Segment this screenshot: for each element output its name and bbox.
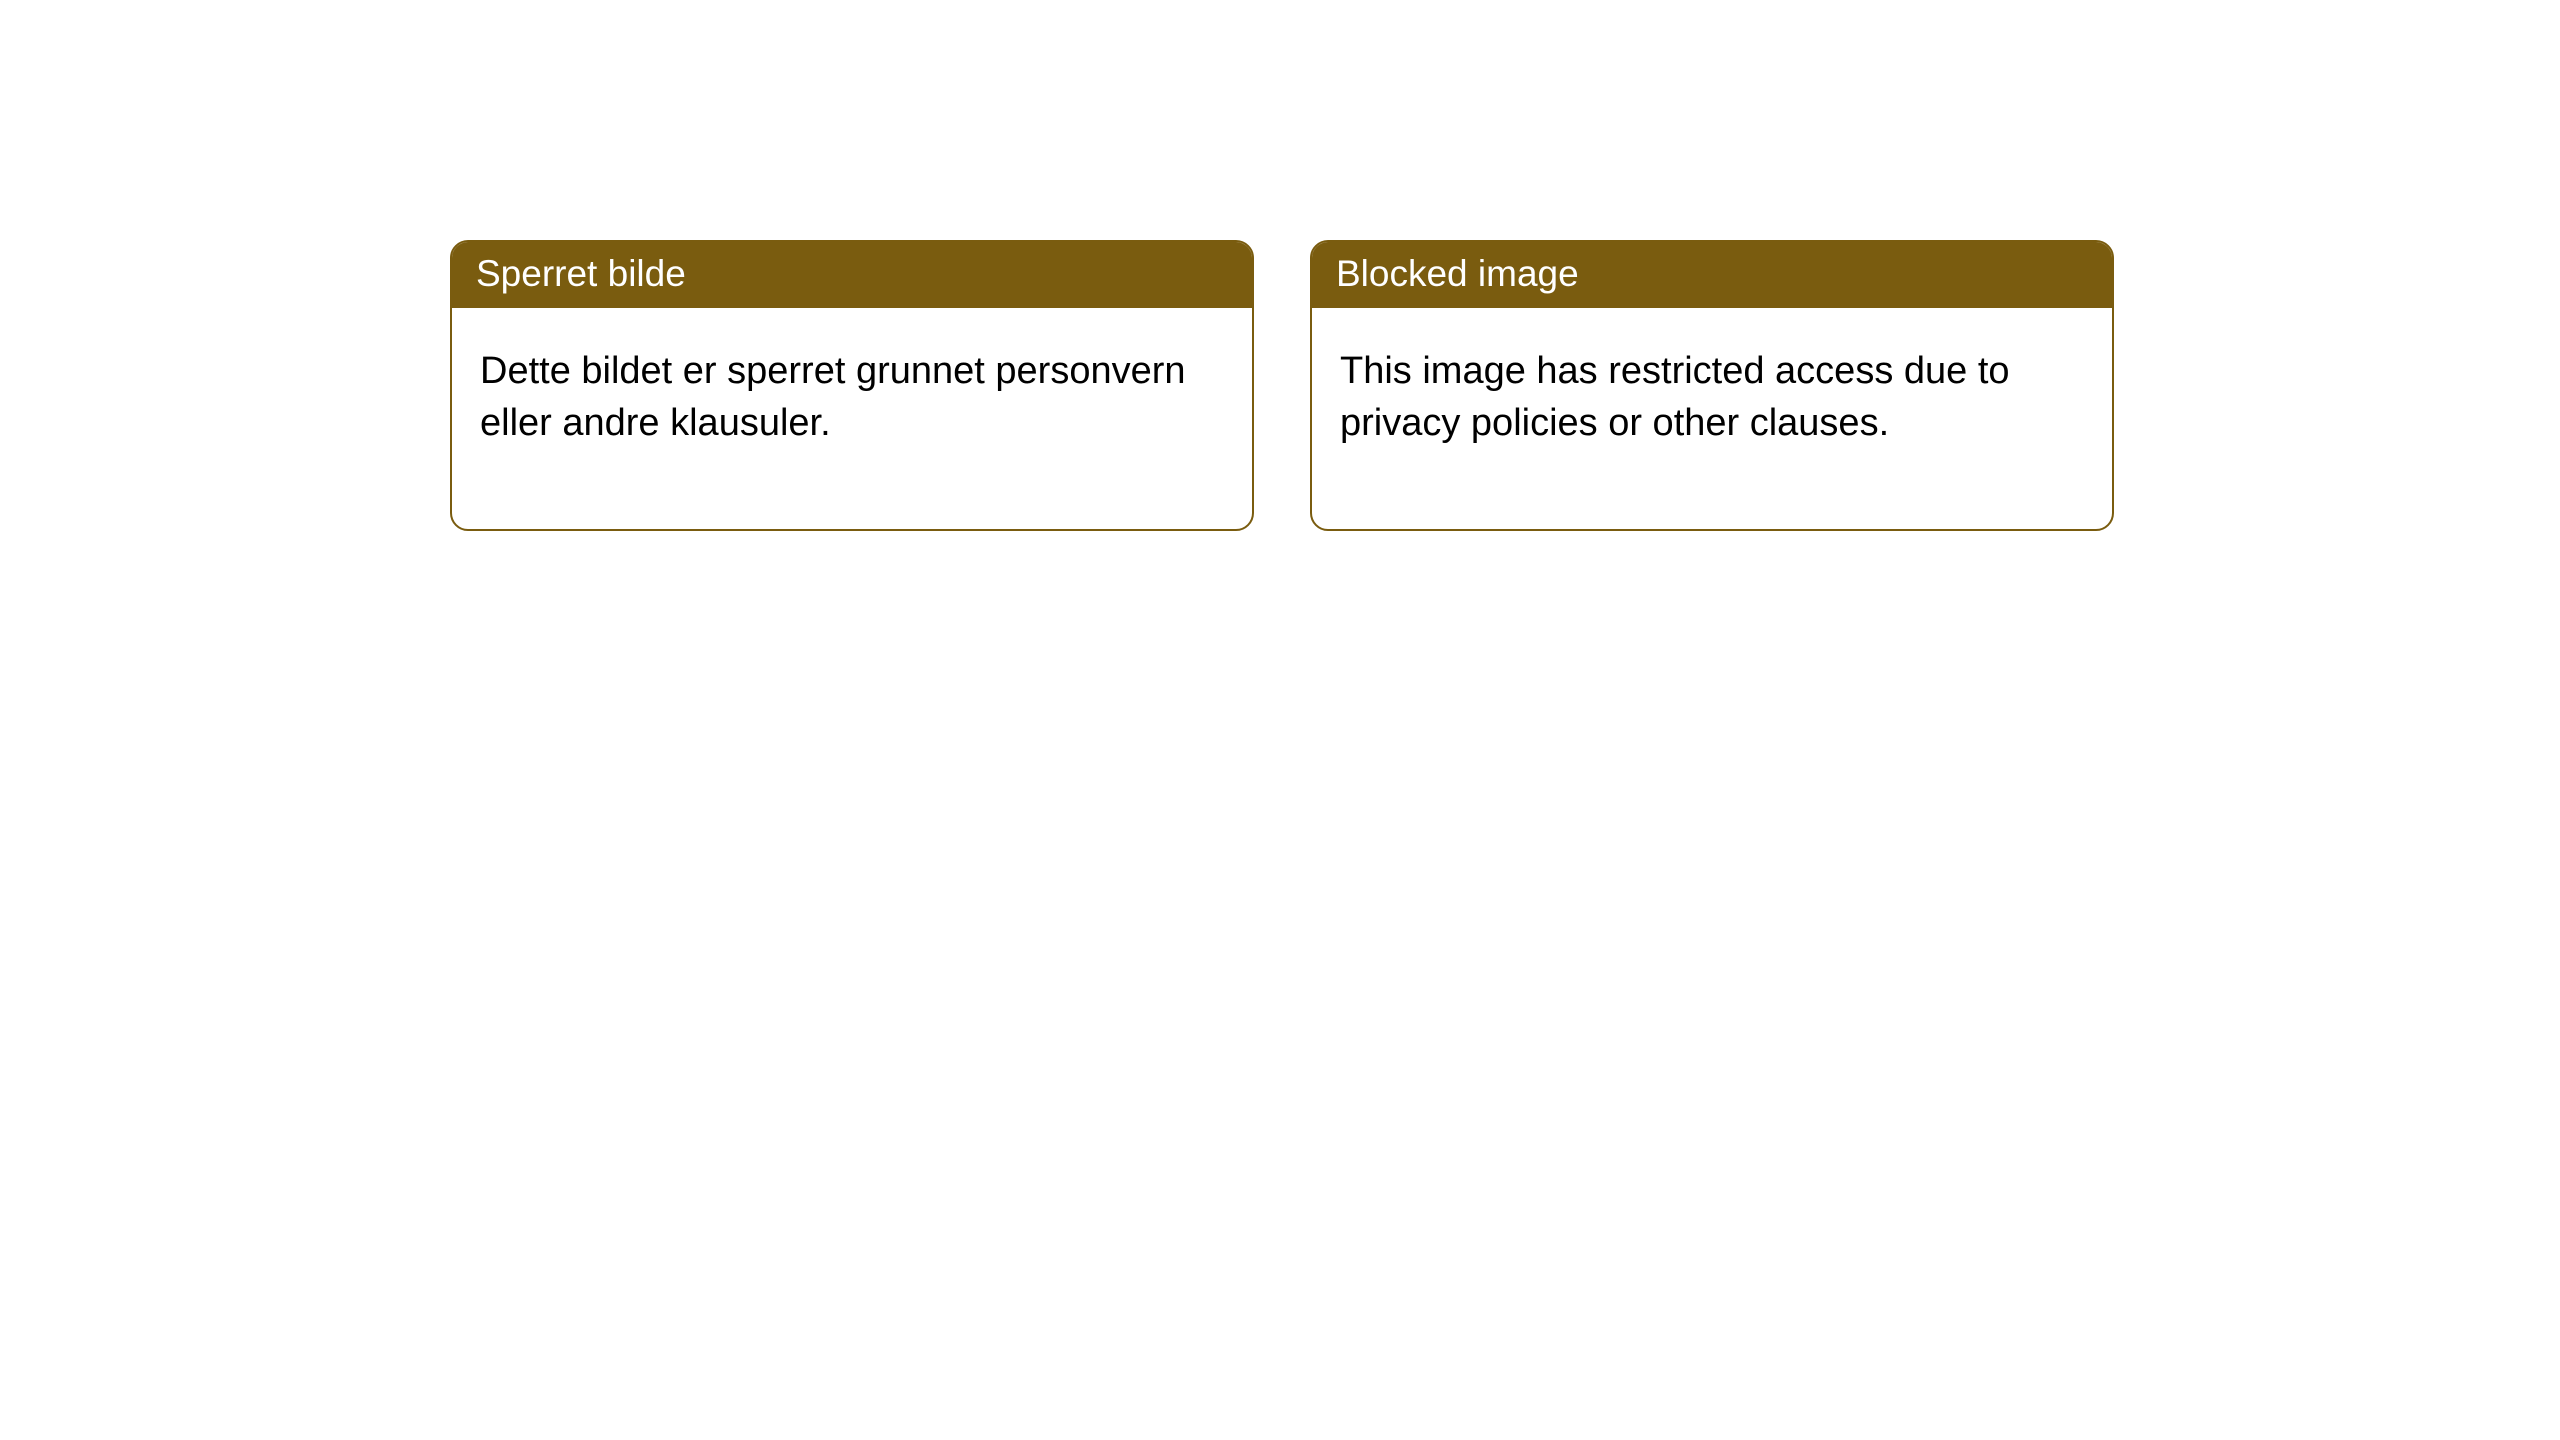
- card-body-text: Dette bildet er sperret grunnet personve…: [452, 308, 1252, 529]
- card-body-text: This image has restricted access due to …: [1312, 308, 2112, 529]
- card-header: Blocked image: [1312, 242, 2112, 308]
- notice-container: Sperret bilde Dette bildet er sperret gr…: [0, 0, 2560, 531]
- notice-card-english: Blocked image This image has restricted …: [1310, 240, 2114, 531]
- card-header: Sperret bilde: [452, 242, 1252, 308]
- notice-card-norwegian: Sperret bilde Dette bildet er sperret gr…: [450, 240, 1254, 531]
